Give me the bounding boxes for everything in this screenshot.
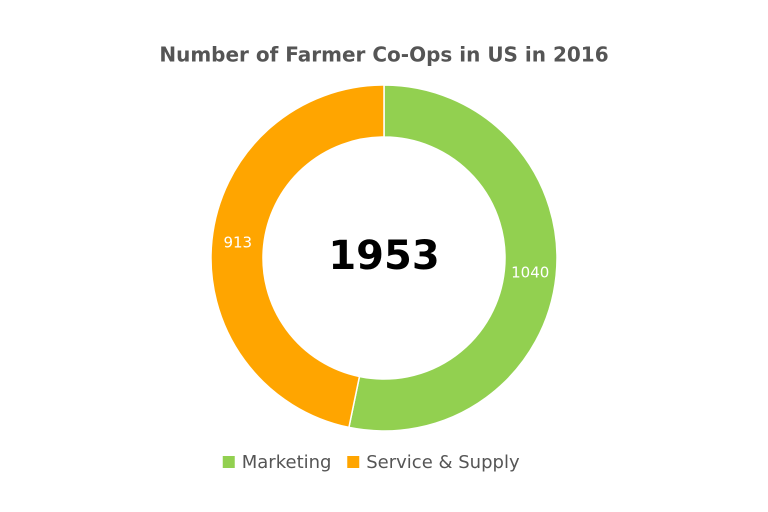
- legend-label: Service & Supply: [366, 452, 520, 473]
- legend-swatch: [222, 456, 235, 468]
- donut: 1040 913: [210, 84, 558, 432]
- slice: [210, 84, 385, 429]
- slice: [348, 84, 558, 432]
- data-label: 913: [223, 234, 252, 252]
- data-label: 1040: [511, 263, 549, 281]
- legend-label: Marketing: [242, 452, 332, 473]
- legend-swatch: [347, 456, 360, 468]
- chart-title: Number of Farmer Co-Ops in US in 2016: [159, 43, 608, 67]
- legend: Marketing Service & Supply: [222, 452, 520, 473]
- center-label: 1953: [328, 233, 439, 279]
